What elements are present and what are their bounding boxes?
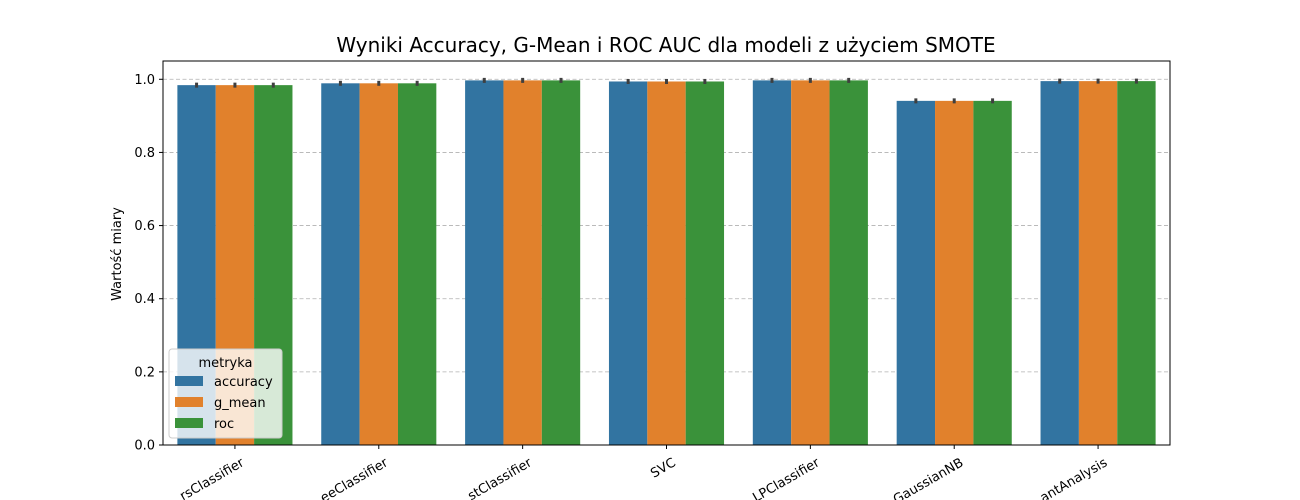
y-axis-label: Wartość miary <box>110 207 125 301</box>
legend-label: accuracy <box>214 375 273 390</box>
x-tick-label: stClassifier <box>465 455 535 500</box>
y-ticks: 0.0 0.2 0.4 0.6 0.8 1.0 <box>134 73 163 454</box>
bar <box>647 81 686 445</box>
legend-title: metryka <box>198 356 252 371</box>
y-tick-label: 0.2 <box>134 365 155 380</box>
x-tick-label: antAnalysis <box>1038 455 1111 500</box>
bar <box>465 80 504 445</box>
y-tick-label: 1.0 <box>134 73 155 88</box>
legend-swatch <box>175 397 203 407</box>
bar <box>829 80 868 445</box>
bar <box>321 83 360 446</box>
bar <box>541 80 581 445</box>
bar <box>608 81 648 445</box>
x-ticks: rsClassifier eeClassifier stClassifier SVC L… <box>178 445 1111 500</box>
x-tick-label: LPClassifier <box>750 455 823 500</box>
y-tick-label: 0.4 <box>134 292 155 307</box>
bar <box>1078 81 1118 445</box>
bar <box>397 83 437 446</box>
bar <box>896 100 936 445</box>
x-tick-label: eeClassifier <box>318 455 391 500</box>
bar <box>359 83 398 446</box>
bar <box>685 81 725 445</box>
bar <box>791 80 830 445</box>
x-tick-label: GaussianNB <box>891 455 966 500</box>
y-tick-label: 0.6 <box>134 219 155 234</box>
bar <box>503 80 542 445</box>
legend-label: roc <box>214 417 234 432</box>
y-tick-label: 0.0 <box>134 439 155 454</box>
x-tick-label: SVC <box>648 455 678 481</box>
y-tick-label: 0.8 <box>134 146 155 161</box>
legend-label: g_mean <box>214 396 266 411</box>
legend-box <box>168 348 283 439</box>
bar <box>973 100 1012 445</box>
x-tick-label: rsClassifier <box>178 455 248 500</box>
chart-title: Wyniki Accuracy, G-Mean i ROC AUC dla mo… <box>336 33 995 57</box>
legend-swatch <box>175 376 203 386</box>
bar <box>1040 81 1079 445</box>
legend-swatch <box>175 418 203 428</box>
bar <box>935 100 974 445</box>
bars <box>177 80 1156 446</box>
error-bars <box>195 77 1138 104</box>
bar <box>752 80 792 445</box>
bar <box>1117 81 1156 445</box>
